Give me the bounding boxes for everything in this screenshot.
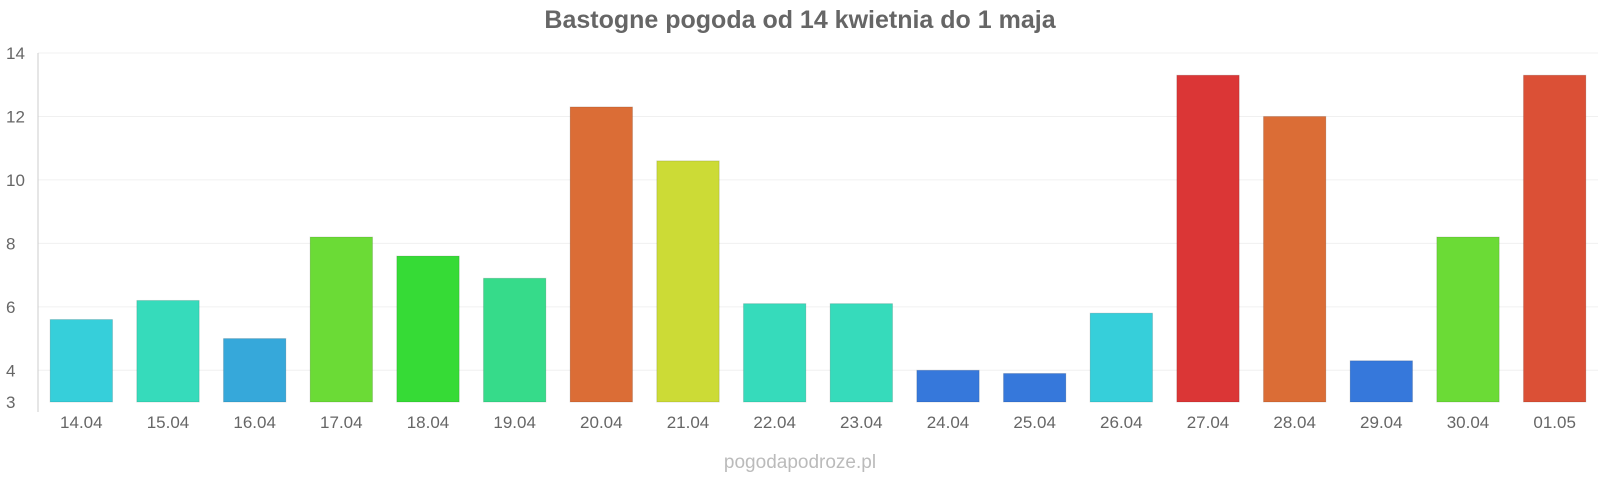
x-tick-label: 25.04: [1013, 413, 1056, 432]
bar-22.04: [742, 303, 807, 403]
bar-20.04: [569, 106, 634, 403]
x-tick-label: 30.04: [1447, 413, 1490, 432]
bar-23.04: [829, 303, 894, 403]
bar-28.04: [1262, 115, 1327, 403]
bar-26.04: [1089, 312, 1154, 403]
x-tick-label: 26.04: [1100, 413, 1143, 432]
bar-15.04: [136, 299, 200, 403]
bar-30.04: [1436, 236, 1500, 403]
y-tick-label: 10: [6, 171, 25, 190]
y-tick-label: 6: [6, 298, 15, 317]
x-tick-label: 22.04: [753, 413, 796, 432]
y-tick-label: 3: [6, 393, 15, 412]
x-tick-label: 27.04: [1187, 413, 1230, 432]
grid-lines: [38, 52, 1598, 371]
x-tick-label: 29.04: [1360, 413, 1403, 432]
x-tick-label: 17.04: [320, 413, 363, 432]
bar-19.04: [482, 277, 547, 403]
x-tick-label: 28.04: [1273, 413, 1316, 432]
bar-25.04: [1002, 372, 1067, 403]
site-watermark: pogodapodroze.pl: [723, 452, 877, 473]
x-axis-ticks: 14.04 15.04 16.04 17.04 18.04 19.04 20.04 21.04…: [60, 413, 1576, 432]
x-tick-label: 23.04: [840, 413, 883, 432]
bar-17.04: [309, 236, 374, 403]
bar-14.04: [49, 319, 114, 403]
chart-title: Bastogne pogoda od 14 kwietnia do 1 maja: [544, 6, 1056, 34]
x-tick-label: 15.04: [147, 413, 190, 432]
bar-16.04: [222, 338, 287, 403]
x-tick-label: 18.04: [407, 413, 450, 432]
bar-29.04: [1349, 360, 1414, 403]
x-tick-label: 24.04: [927, 413, 970, 432]
bar-21.04: [656, 160, 720, 403]
x-tick-label: 14.04: [60, 413, 103, 432]
bar-24.04: [916, 369, 980, 403]
bar-18.04: [396, 255, 460, 403]
bars: [49, 74, 1587, 403]
y-tick-label: 14: [6, 44, 25, 63]
x-tick-label: 16.04: [233, 413, 276, 432]
x-tick-label: 21.04: [667, 413, 710, 432]
bar-27.04: [1176, 74, 1240, 403]
x-tick-label: 01.05: [1533, 413, 1576, 432]
y-tick-label: 4: [6, 361, 15, 380]
y-tick-label: 12: [6, 107, 25, 126]
x-tick-label: 19.04: [493, 413, 536, 432]
y-axis-ticks: 3 4 6 8 10 12 14: [6, 44, 25, 412]
bar-01.05: [1522, 74, 1587, 403]
y-tick-label: 8: [6, 234, 15, 253]
x-tick-label: 20.04: [580, 413, 623, 432]
